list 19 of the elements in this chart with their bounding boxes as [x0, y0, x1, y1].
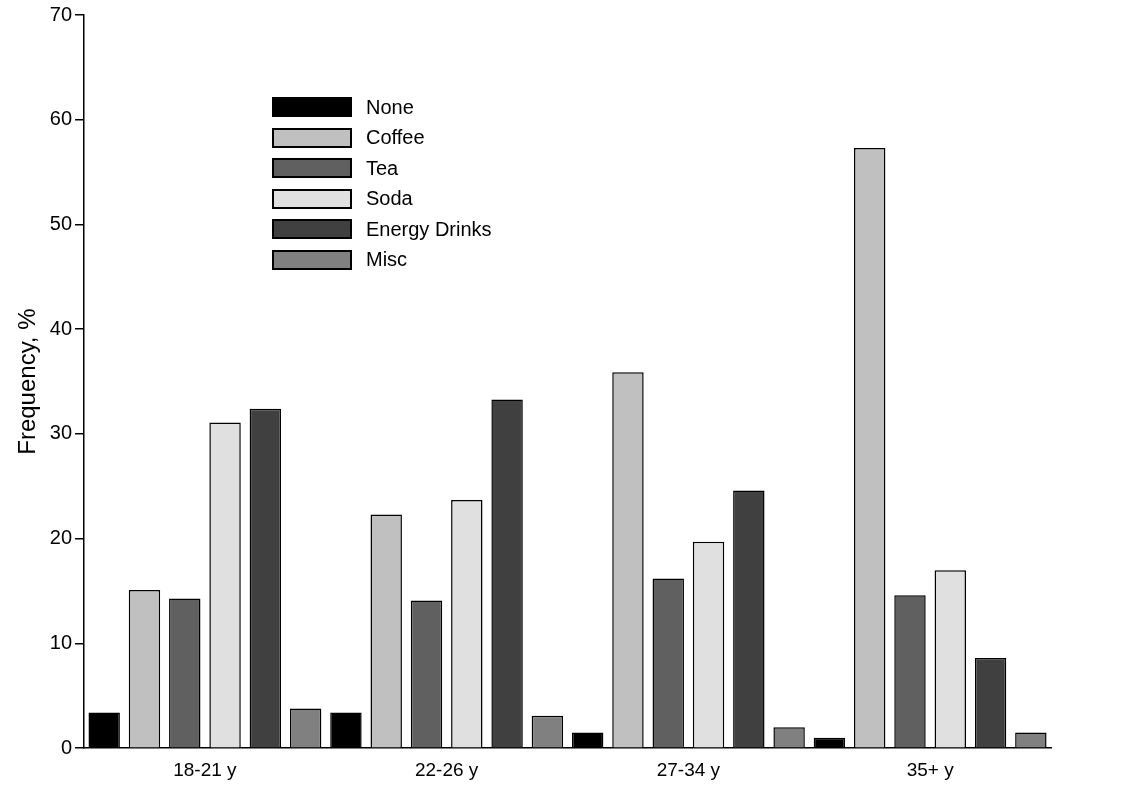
- y-tick-label: 70: [49, 2, 73, 25]
- legend-label: Tea: [366, 156, 399, 180]
- y-axis-title: Frequency, %: [13, 308, 41, 455]
- legend-label: None: [366, 95, 414, 119]
- x-tick-label: 22-26 y: [414, 758, 479, 780]
- y-tick-label: 50: [49, 212, 73, 234]
- x-tick-label: 18-21 y: [173, 758, 238, 780]
- y-tick-label: 40: [49, 316, 73, 339]
- y-tick-label: 20: [49, 526, 73, 549]
- x-tick-label: 27-34 y: [656, 758, 721, 780]
- legend-label: Soda: [366, 187, 413, 211]
- legend-label: Coffee: [366, 126, 425, 150]
- y-tick-label: 60: [49, 107, 73, 130]
- y-tick-label: 10: [49, 630, 73, 653]
- y-tick-label: 0: [60, 735, 73, 758]
- y-tick-label: 30: [49, 421, 73, 444]
- legend-label: Energy Drinks: [366, 217, 492, 241]
- x-tick-label: 35+ y: [906, 758, 955, 780]
- legend-label: Misc: [366, 248, 408, 272]
